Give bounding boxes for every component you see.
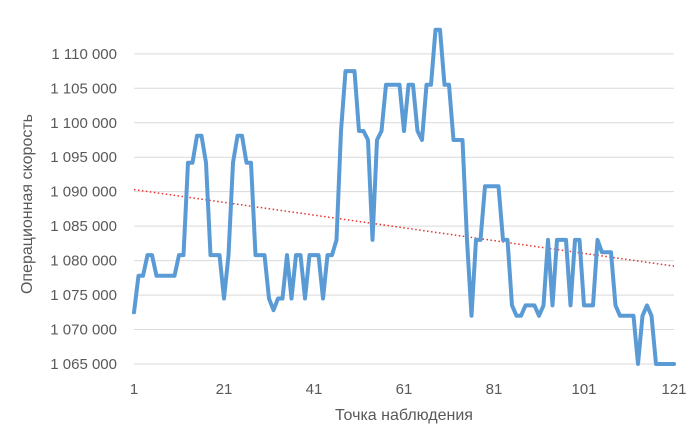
y-tick-label: 1 090 000 bbox=[50, 184, 117, 201]
y-tick-label: 1 085 000 bbox=[50, 218, 117, 235]
x-tick-label: 21 bbox=[216, 381, 233, 398]
x-tick-label: 1 bbox=[130, 381, 138, 398]
y-axis-title: Операционная скорость bbox=[19, 114, 36, 294]
x-tick-label: 81 bbox=[486, 381, 503, 398]
x-axis-title: Точка наблюдения bbox=[335, 407, 473, 424]
trendline bbox=[133, 188, 675, 267]
y-tick-label: 1 110 000 bbox=[51, 46, 117, 63]
series-line bbox=[132, 27, 676, 366]
y-tick-label: 1 075 000 bbox=[50, 287, 117, 304]
x-tick-label: 121 bbox=[661, 381, 686, 398]
y-tick-label: 1 070 000 bbox=[50, 322, 117, 339]
y-tick-label: 1 095 000 bbox=[50, 149, 117, 166]
y-axis-ticks: 1 065 000 1 070 000 1 075 000 1 080 000 1 08… bbox=[50, 46, 117, 373]
x-tick-label: 61 bbox=[396, 381, 413, 398]
x-tick-label: 41 bbox=[306, 381, 323, 398]
y-tick-label: 1 065 000 bbox=[50, 356, 117, 373]
y-tick-label: 1 100 000 bbox=[50, 115, 117, 132]
x-tick-label: 101 bbox=[571, 381, 596, 398]
x-axis-ticks: 1 21 41 61 81 101 121 bbox=[130, 381, 687, 398]
y-tick-label: 1 080 000 bbox=[50, 253, 117, 270]
y-tick-label: 1 105 000 bbox=[50, 80, 117, 97]
data-points bbox=[133, 29, 675, 365]
